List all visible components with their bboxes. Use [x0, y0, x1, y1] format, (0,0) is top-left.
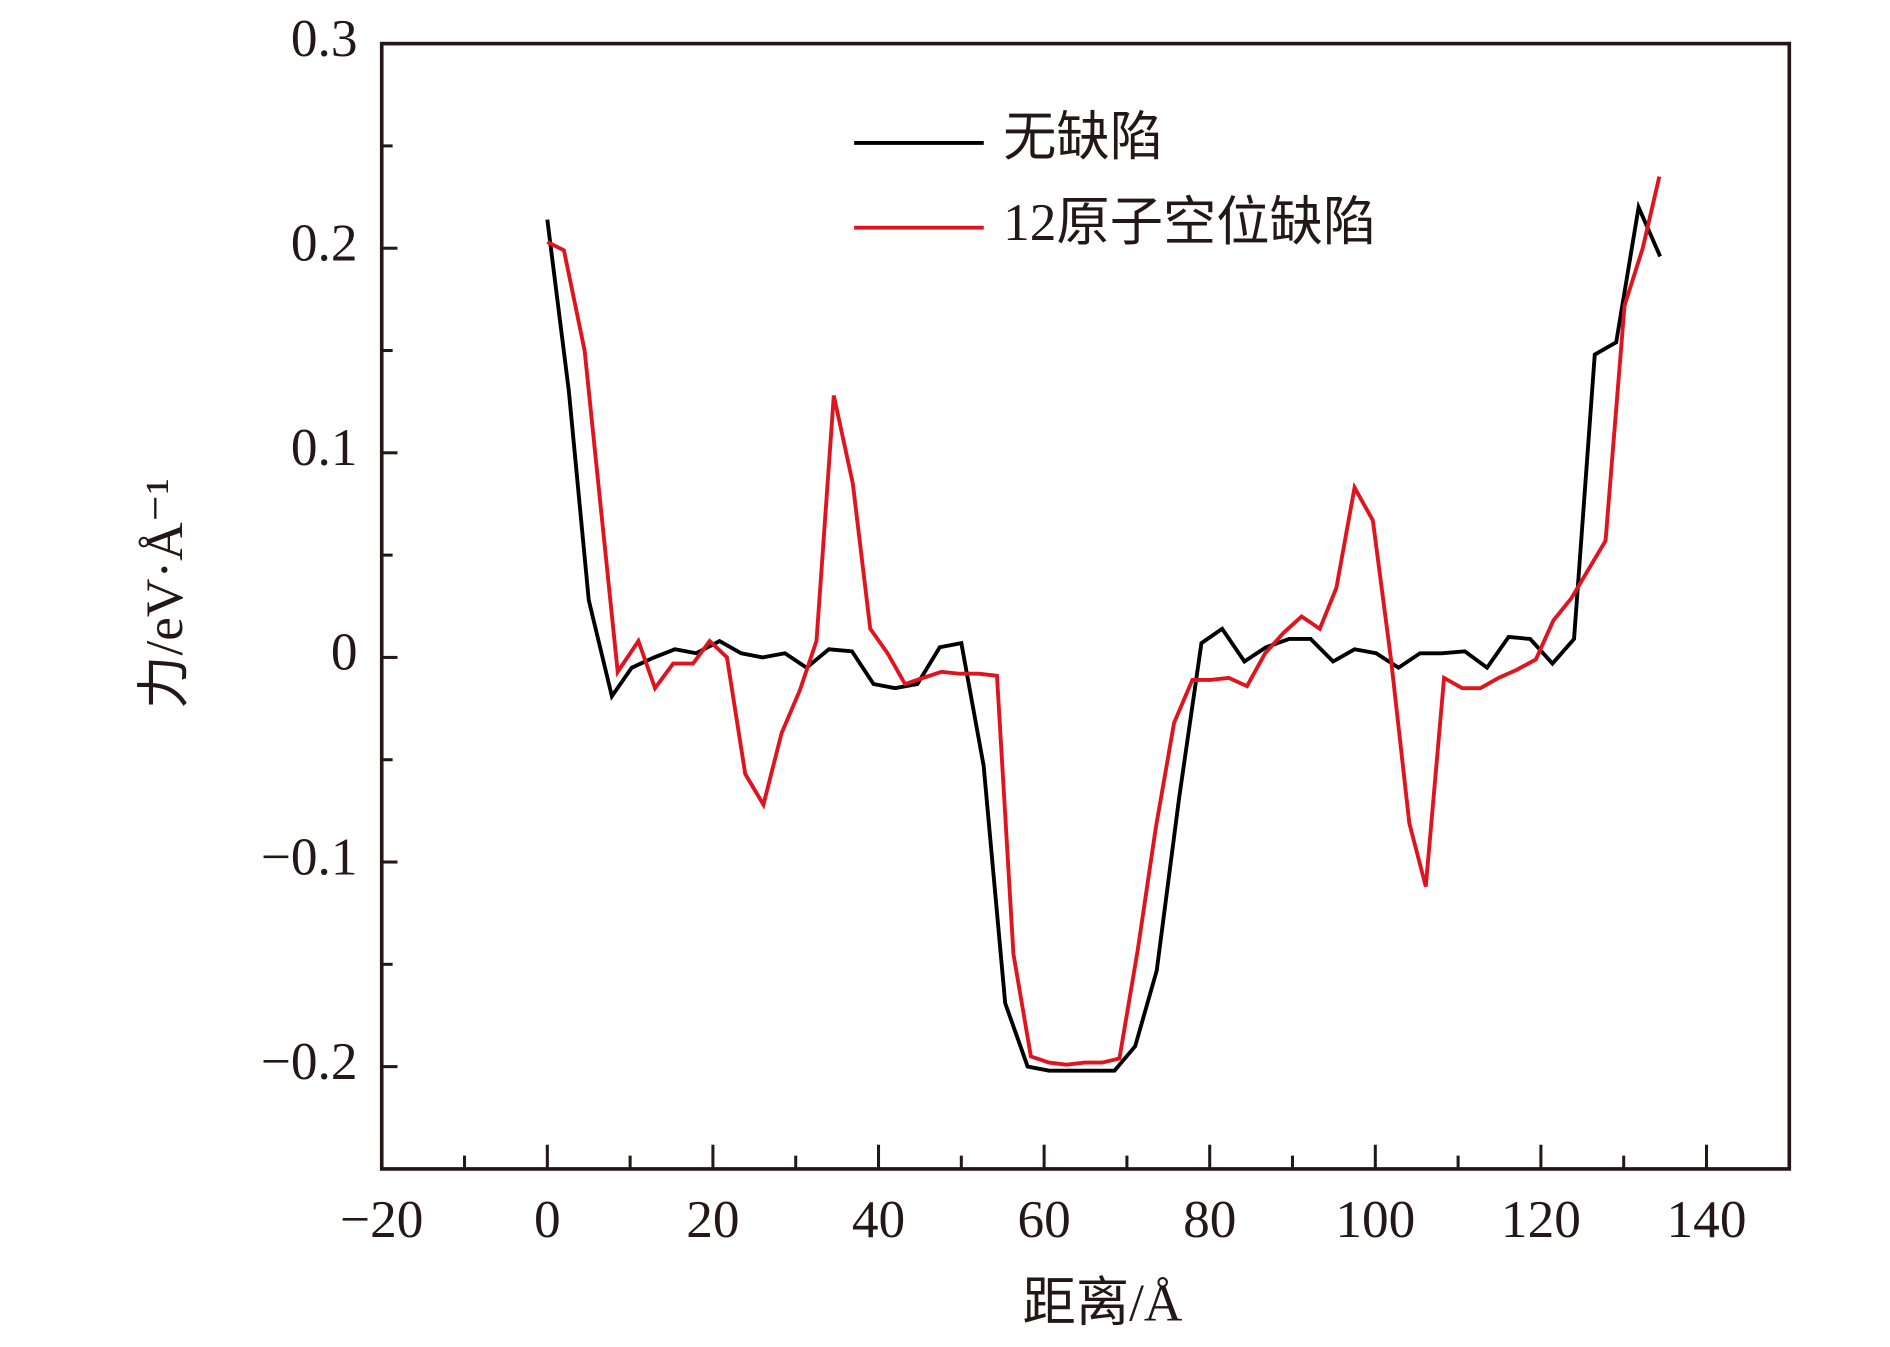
x-tick-label: 140 [1667, 1190, 1747, 1249]
x-tick-label: 100 [1335, 1190, 1415, 1249]
y-tick-label: 0.1 [291, 418, 358, 477]
x-tick-label: 120 [1501, 1190, 1581, 1249]
x-tick-label: 20 [686, 1190, 739, 1249]
series-line [546, 176, 1662, 1067]
y-tick-label: 0.2 [291, 213, 358, 272]
y-tick-label: 0 [331, 623, 358, 682]
y-axis-label: 力/eV·Å⁻¹ [135, 478, 194, 709]
y-tick-label: −0.1 [261, 827, 358, 886]
x-tick-label: −20 [340, 1190, 423, 1249]
series-line [545, 200, 1662, 1073]
legend-label: 12原子空位缺陷 [1003, 193, 1376, 252]
x-tick-label: 0 [534, 1190, 561, 1249]
x-tick-label: 80 [1183, 1190, 1236, 1249]
x-axis-label: 距离/Å [1023, 1273, 1183, 1332]
plot-frame [379, 41, 1792, 1171]
x-tick-label: 40 [852, 1190, 905, 1249]
y-tick-label: −0.2 [261, 1032, 358, 1091]
x-tick-label: 60 [1017, 1190, 1070, 1249]
legend-label: 无缺陷 [1003, 108, 1163, 167]
y-tick-label: 0.3 [291, 9, 358, 68]
